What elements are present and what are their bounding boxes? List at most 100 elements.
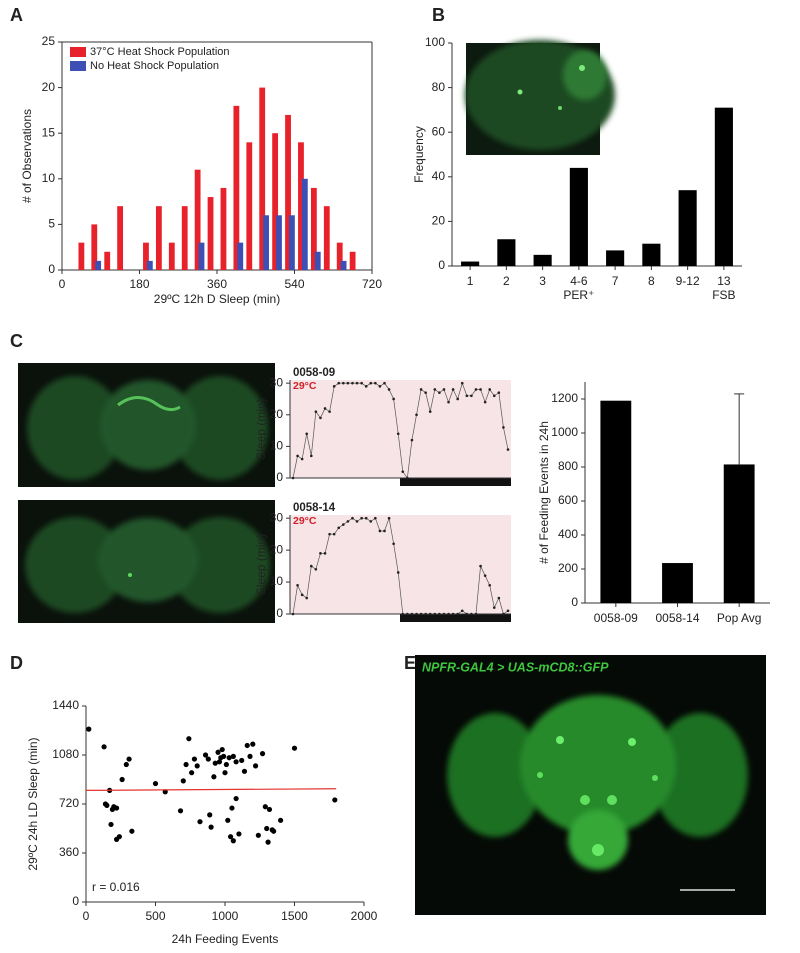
point <box>305 432 309 436</box>
point <box>266 806 273 813</box>
point <box>126 756 132 762</box>
y-tick-label: 15 <box>42 125 56 139</box>
point <box>314 410 318 413</box>
point <box>314 567 318 571</box>
y-tick-label: 360 <box>59 845 79 859</box>
bar <box>569 167 588 266</box>
point <box>383 529 386 533</box>
legend-label: 37°C Heat Shock Population <box>90 46 230 58</box>
x-tick-label: 0058-09 <box>594 611 638 625</box>
bar <box>155 206 162 270</box>
x-tick-label: 540 <box>284 277 304 291</box>
point <box>387 516 391 520</box>
point <box>470 394 473 398</box>
bar <box>662 563 693 603</box>
category-note: PER⁺ <box>563 288 594 302</box>
point <box>428 410 432 413</box>
point <box>86 726 92 732</box>
x-tick-label: 4-6 <box>570 274 588 288</box>
point <box>374 381 377 385</box>
y-tick-label: 0 <box>276 470 283 484</box>
inset-image <box>465 40 615 155</box>
point <box>319 416 322 420</box>
point <box>410 612 414 616</box>
point <box>492 606 496 609</box>
point <box>488 388 492 391</box>
legend-swatch <box>70 47 86 57</box>
bar <box>678 190 697 266</box>
y-axis-label: # of Feeding Events in 24h <box>537 421 551 564</box>
y-tick-label: 30 <box>270 510 284 524</box>
bar <box>117 206 124 270</box>
point <box>227 834 234 840</box>
bar <box>310 187 317 270</box>
y-tick-label: 720 <box>59 796 79 810</box>
bar <box>323 206 330 270</box>
point <box>108 821 114 828</box>
bar <box>497 239 516 266</box>
point <box>328 532 331 536</box>
point <box>492 394 496 398</box>
point <box>255 832 261 838</box>
point <box>332 797 338 803</box>
point <box>474 612 478 616</box>
y-tick-label: 1000 <box>551 425 578 439</box>
legend-label: No Heat Shock Population <box>90 60 219 72</box>
bar <box>95 260 102 270</box>
y-axis-label: # of Observations <box>20 109 34 203</box>
point <box>225 817 231 823</box>
bar <box>143 242 149 270</box>
panel-label: A <box>10 5 23 25</box>
point <box>212 760 218 766</box>
point <box>278 817 284 823</box>
point <box>116 834 122 840</box>
dark-period-bar <box>400 614 511 622</box>
point <box>392 542 395 546</box>
bar <box>276 215 282 270</box>
point <box>346 381 350 385</box>
point <box>488 583 492 587</box>
bar <box>600 400 632 603</box>
panel-label: C <box>10 331 23 351</box>
point <box>337 526 341 530</box>
point <box>337 381 341 385</box>
point <box>360 516 363 520</box>
point <box>401 470 405 473</box>
bar <box>168 242 175 270</box>
point <box>351 516 354 520</box>
point <box>483 574 487 577</box>
bar <box>340 260 347 270</box>
point <box>296 454 299 458</box>
y-tick-label: 0 <box>72 894 79 908</box>
y-tick-label: 20 <box>270 542 284 556</box>
point <box>229 805 235 811</box>
point <box>442 612 446 616</box>
y-tick-label: 0 <box>438 258 445 272</box>
point <box>197 819 203 825</box>
y-tick-label: 20 <box>432 214 446 228</box>
chart-title: 0058-14 <box>293 502 336 514</box>
dark-period-bar <box>400 478 511 486</box>
point <box>438 391 441 394</box>
y-tick-label: 100 <box>425 35 445 49</box>
point <box>451 388 455 391</box>
point <box>236 831 242 837</box>
bar <box>181 206 188 270</box>
point <box>221 753 227 759</box>
bar <box>336 242 343 270</box>
point <box>191 756 198 762</box>
point <box>207 812 213 818</box>
point <box>506 448 510 451</box>
point <box>216 759 223 765</box>
bar <box>91 224 98 270</box>
y-tick-label: 0 <box>276 606 283 620</box>
bar <box>349 251 356 270</box>
point <box>456 397 459 401</box>
x-tick-label: 2000 <box>351 909 378 923</box>
panel-label: D <box>10 653 23 673</box>
x-tick-label: 1000 <box>212 909 239 923</box>
y-tick-label: 10 <box>42 171 56 185</box>
point <box>433 612 437 616</box>
bar <box>285 114 291 271</box>
point <box>479 564 482 568</box>
